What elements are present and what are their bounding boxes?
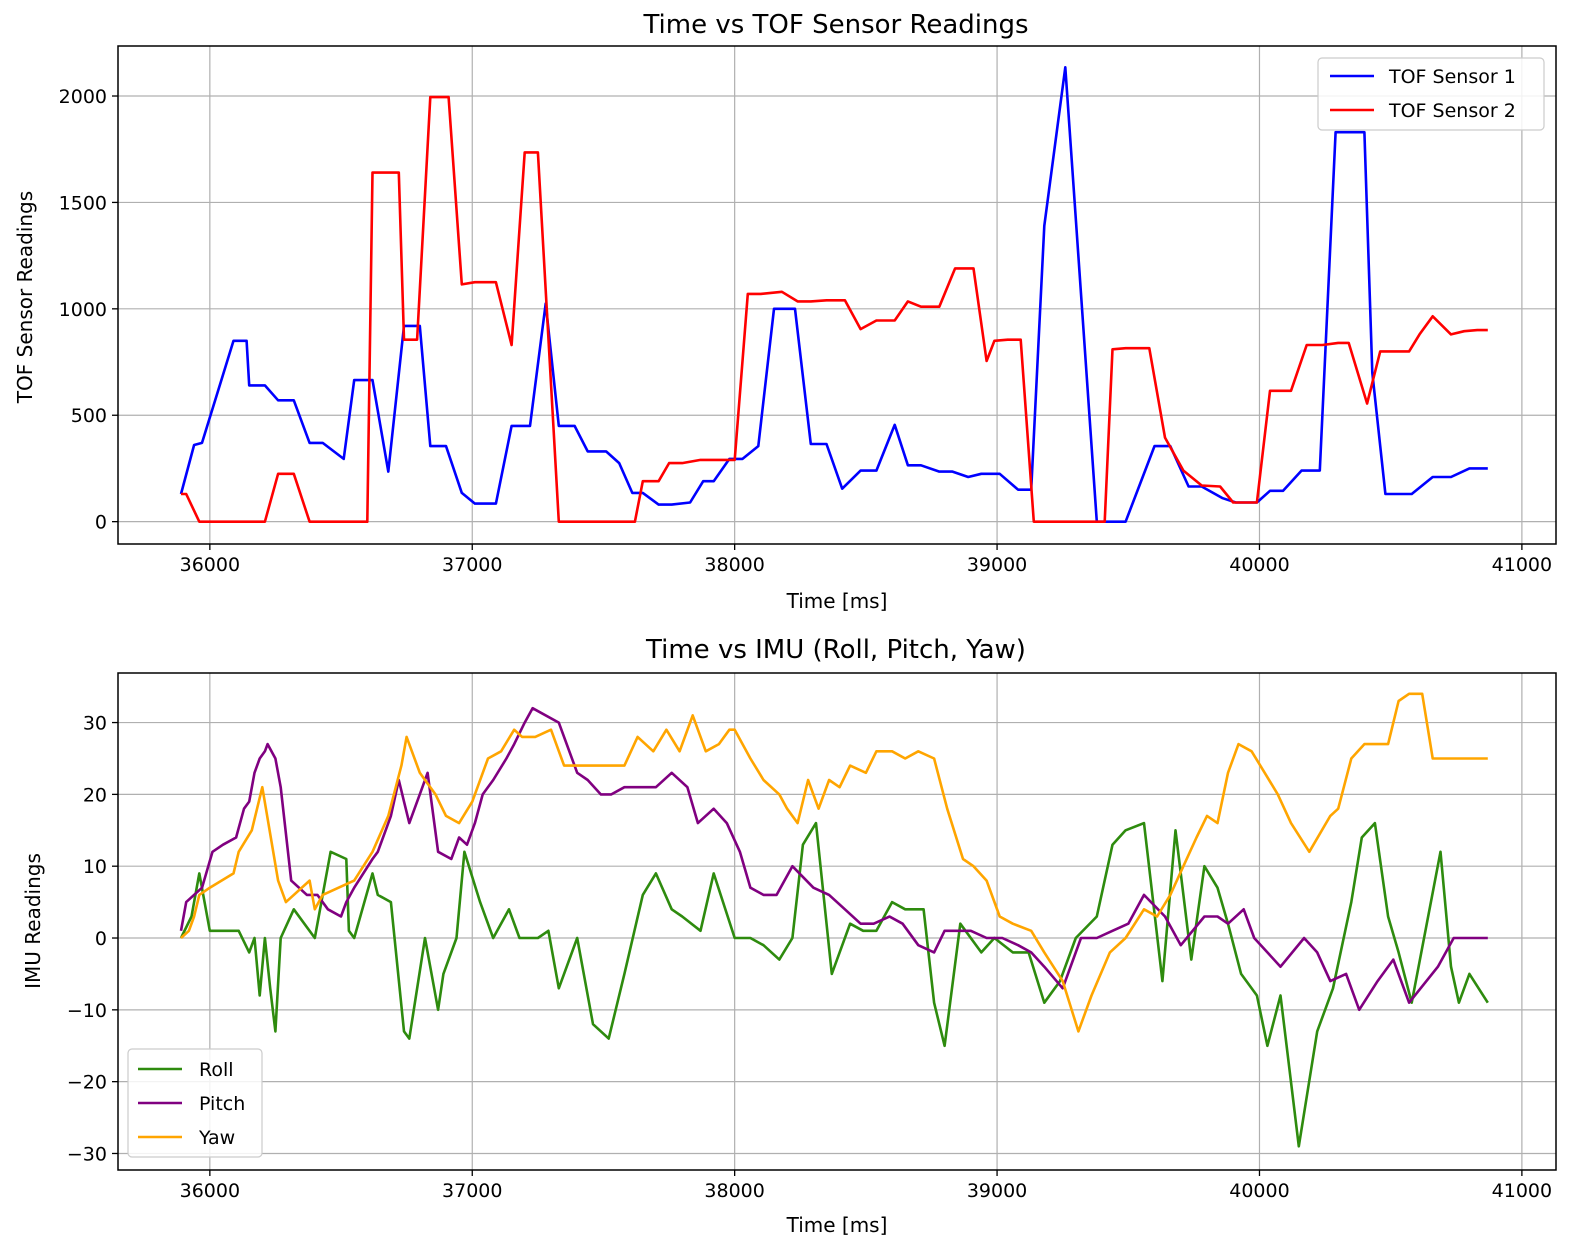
x-tick-label: 41000 bbox=[1492, 1180, 1552, 1202]
chart-title: Time vs IMU (Roll, Pitch, Yaw) bbox=[645, 635, 1026, 665]
y-tick-label: 0 bbox=[95, 512, 107, 534]
series-line-tof-sensor-2 bbox=[181, 95, 1488, 524]
tof-chart: Time vs TOF Sensor Readings 36000 37000 38… bbox=[13, 10, 1557, 613]
x-tick-label: 36000 bbox=[180, 1180, 240, 1202]
y-tick-label: 1000 bbox=[59, 299, 107, 321]
series-line-tof-sensor-1 bbox=[179, 66, 1488, 524]
series-line-yaw bbox=[180, 692, 1488, 1033]
x-tick-label: 40000 bbox=[1229, 1180, 1289, 1202]
legend: Roll Pitch Yaw bbox=[127, 1048, 263, 1158]
plot-frame bbox=[117, 672, 1557, 1171]
y-tick-label: 30 bbox=[83, 713, 107, 735]
y-tick-label: 10 bbox=[83, 856, 107, 878]
x-tick-label: 36000 bbox=[180, 554, 240, 576]
imu-chart: Time vs IMU (Roll, Pitch, Yaw) 36000 3700… bbox=[21, 635, 1557, 1237]
y-tick-label: −30 bbox=[67, 1143, 107, 1165]
y-tick-label: −10 bbox=[67, 1000, 107, 1022]
x-tick-label: 37000 bbox=[442, 1180, 502, 1202]
y-tick-label: 0 bbox=[95, 928, 107, 950]
legend-label-yaw: Yaw bbox=[198, 1127, 235, 1149]
x-tick-label: 37000 bbox=[442, 554, 502, 576]
y-axis-label: IMU Readings bbox=[21, 853, 45, 989]
y-tick-label: 500 bbox=[71, 405, 107, 427]
y-tick-label: 20 bbox=[83, 784, 107, 806]
legend-label-tof-1: TOF Sensor 1 bbox=[1388, 66, 1516, 88]
series-line-pitch bbox=[179, 706, 1488, 1012]
y-tick-label: 2000 bbox=[59, 86, 107, 108]
legend: TOF Sensor 1 TOF Sensor 2 bbox=[1317, 57, 1545, 131]
x-axis-label: Time [ms] bbox=[786, 589, 888, 613]
chart-title: Time vs TOF Sensor Readings bbox=[642, 10, 1028, 40]
legend-label-tof-2: TOF Sensor 2 bbox=[1388, 100, 1516, 122]
x-tick-label: 38000 bbox=[704, 1180, 764, 1202]
plot-frame bbox=[117, 45, 1557, 545]
x-tick-label: 41000 bbox=[1492, 554, 1552, 576]
legend-label-pitch: Pitch bbox=[199, 1093, 245, 1115]
x-tick-label: 40000 bbox=[1229, 554, 1289, 576]
y-tick-label: −20 bbox=[67, 1072, 107, 1094]
x-axis-label: Time [ms] bbox=[786, 1213, 888, 1237]
x-tick-label: 39000 bbox=[967, 1180, 1027, 1202]
y-axis-label: TOF Sensor Readings bbox=[13, 191, 37, 404]
legend-label-roll: Roll bbox=[199, 1059, 234, 1081]
x-tick-label: 38000 bbox=[704, 554, 764, 576]
y-tick-label: 1500 bbox=[59, 192, 107, 214]
x-tick-label: 39000 bbox=[967, 554, 1027, 576]
series-line-roll bbox=[179, 821, 1489, 1148]
